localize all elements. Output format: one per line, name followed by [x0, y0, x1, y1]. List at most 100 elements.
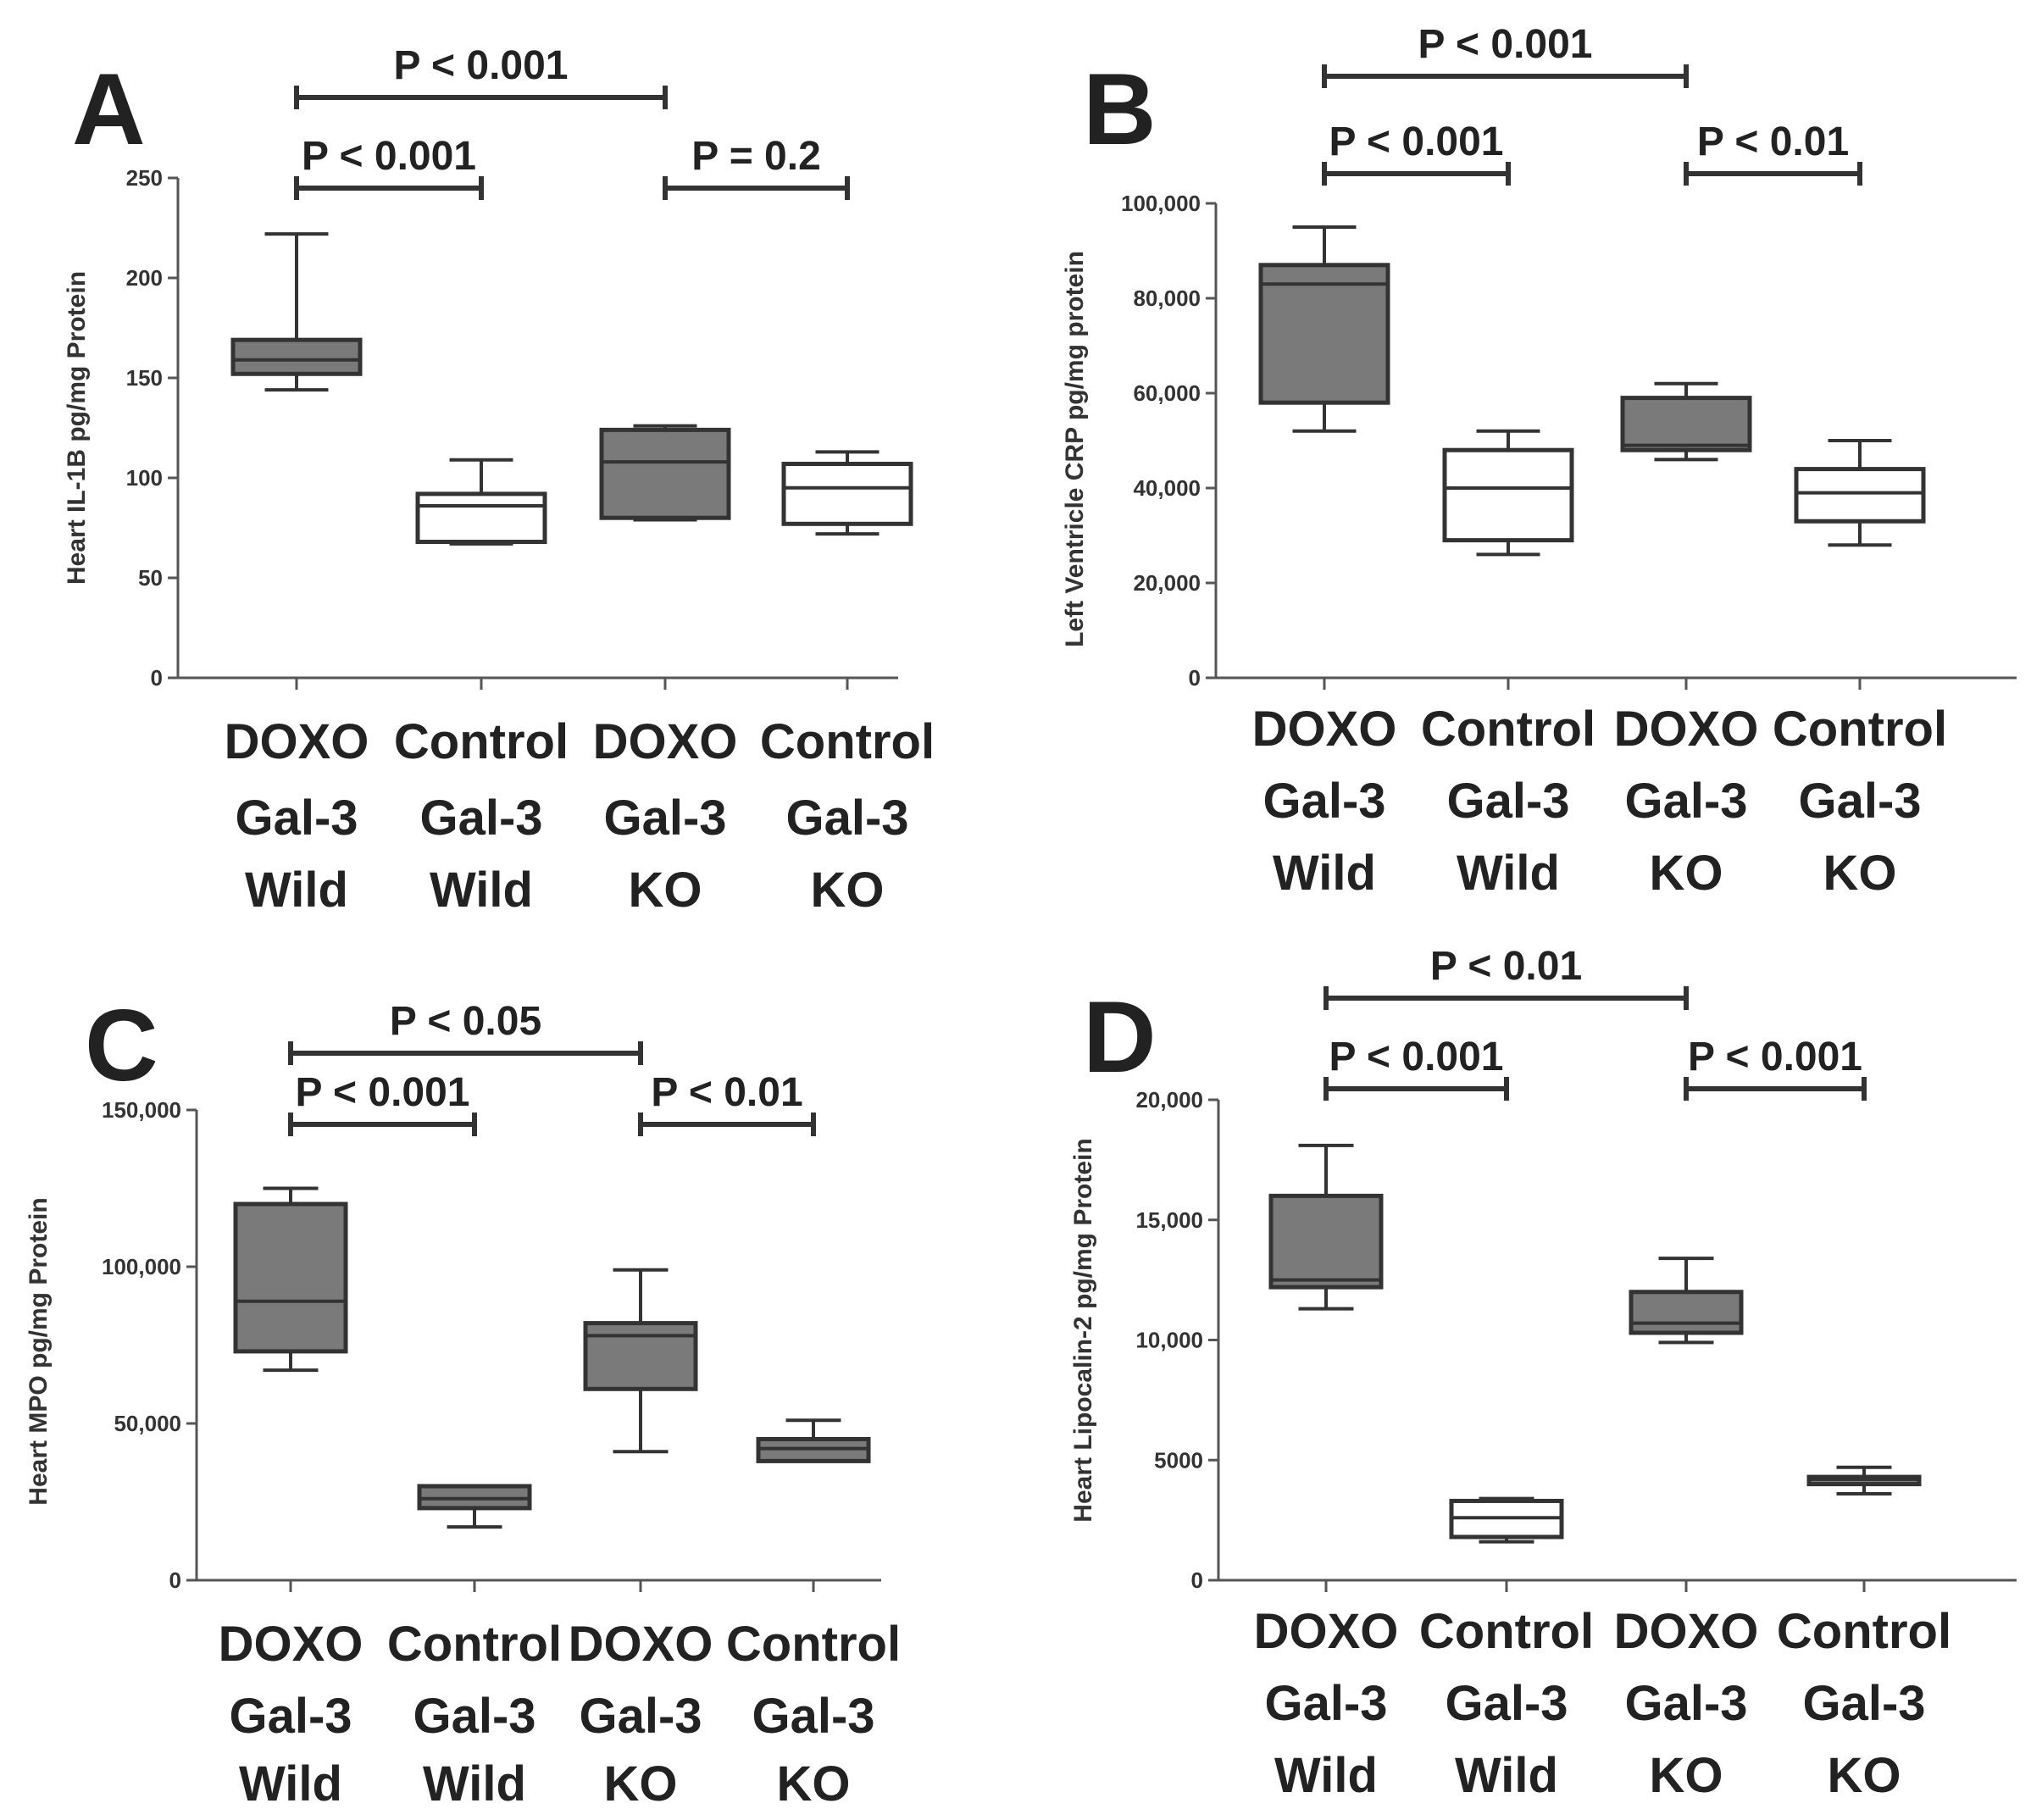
category-label-line: Gal-3	[579, 1689, 702, 1744]
category-label-line: KO	[604, 1756, 678, 1812]
category-label-line: Wild	[423, 1756, 526, 1812]
category-label-line: Control	[760, 714, 935, 769]
box-plot-4	[1794, 439, 1926, 547]
box-plot-3	[1629, 1257, 1744, 1345]
y-tick-label: 50	[138, 565, 163, 591]
p-value-label: P < 0.05	[390, 999, 541, 1044]
iqr-box	[233, 1201, 348, 1354]
category-label-line: Control	[1419, 1604, 1594, 1659]
panel-c: C Heart MPO pg/mg Protein 0 50,000 100,000 15…	[25, 989, 901, 1812]
p-value-label: P < 0.001	[296, 1070, 470, 1115]
iqr-box	[1268, 1193, 1384, 1290]
category-label-line: KO	[1650, 1748, 1723, 1803]
p-value-label: P = 0.2	[691, 134, 821, 179]
box-plot-1	[230, 232, 363, 392]
category-label-line: Control	[1773, 702, 1947, 757]
y-tick-label: 10,000	[1135, 1328, 1203, 1353]
y-tick-label: 5000	[1154, 1447, 1203, 1473]
p-value-label: P < 0.001	[1329, 119, 1504, 164]
significance-bracket: P < 0.001	[1322, 22, 1689, 88]
y-tick-label: 20,000	[1135, 1087, 1203, 1113]
category-label-line: KO	[1828, 1748, 1901, 1803]
category-label-line: KO	[1823, 846, 1897, 901]
box-plot-4	[781, 450, 913, 536]
box-plot-4	[756, 1418, 871, 1463]
category-label-line: DOXO	[219, 1617, 363, 1672]
category-label-line: Wild	[1274, 1748, 1378, 1803]
category-label-line: Wild	[1455, 1748, 1558, 1803]
iqr-box	[781, 461, 913, 526]
box-plot-4	[1806, 1465, 1922, 1495]
box-plot-3	[1620, 381, 1752, 462]
category-label-line: Control	[394, 714, 569, 769]
iqr-box	[1629, 1290, 1744, 1335]
iqr-box	[1258, 263, 1390, 405]
category-label-line: Gal-3	[1262, 774, 1385, 829]
category-label-line: Gal-3	[1446, 774, 1569, 829]
category-label-line: DOXO	[1252, 702, 1397, 757]
significance-bracket: P < 0.001	[294, 134, 484, 200]
category-label-line: Control	[1777, 1604, 1951, 1659]
y-tick-label: 50,000	[114, 1411, 181, 1436]
box-plot-1	[233, 1186, 348, 1373]
p-value-label: P < 0.001	[1329, 1035, 1504, 1079]
category-label-line: Gal-3	[785, 791, 908, 846]
p-value-label: P < 0.01	[1697, 119, 1849, 164]
y-tick-label: 250	[126, 165, 163, 191]
box-plot-2	[1442, 429, 1574, 557]
p-value-label: P < 0.001	[1688, 1035, 1862, 1079]
category-label-line: DOXO	[1614, 702, 1759, 757]
significance-bracket: P < 0.01	[1323, 944, 1689, 1010]
category-label-line: DOXO	[225, 714, 369, 769]
y-tick-label: 0	[1189, 665, 1201, 691]
y-tick-label: 0	[1191, 1568, 1203, 1593]
box-plot-3	[599, 424, 731, 522]
y-tick-label: 40,000	[1133, 475, 1201, 501]
significance-bracket: P < 0.001	[294, 43, 668, 109]
category-label-line: Control	[1421, 702, 1595, 757]
panel-letter: A	[72, 53, 146, 166]
iqr-box	[1794, 467, 1926, 524]
y-tick-label: 60,000	[1133, 380, 1201, 406]
panel-b: B Left Ventricle CRP pg/mg protein 0 20,000…	[1061, 22, 2017, 901]
category-label-line: Gal-3	[229, 1689, 352, 1744]
category-label-line: Gal-3	[1798, 774, 1921, 829]
category-label-line: KO	[811, 863, 885, 918]
y-axis-label: Heart MPO pg/mg Protein	[25, 1197, 53, 1505]
category-label-line: DOXO	[593, 714, 738, 769]
significance-bracket: P = 0.2	[663, 134, 850, 200]
iqr-box	[1620, 396, 1752, 452]
category-label-line: KO	[629, 863, 702, 918]
box-plot-3	[583, 1268, 698, 1454]
category-label-line: DOXO	[1614, 1604, 1759, 1659]
category-label-line: Gal-3	[1264, 1676, 1387, 1731]
significance-bracket: P < 0.001	[1322, 119, 1511, 186]
category-label-line: Control	[726, 1617, 901, 1672]
category-label-line: Wild	[239, 1756, 342, 1812]
significance-bracket: P < 0.001	[1684, 1035, 1867, 1101]
y-tick-label: 0	[151, 665, 163, 691]
iqr-box	[230, 337, 363, 376]
y-tick-label: 100	[126, 465, 163, 491]
y-tick-label: 20,000	[1133, 570, 1201, 596]
category-label-line: Gal-3	[603, 791, 726, 846]
p-value-label: P < 0.01	[1430, 944, 1582, 989]
panel-d: D Heart Lipocalin-2 pg/mg Protein 0 5000 10,…	[1069, 944, 2017, 1803]
y-tick-label: 150	[126, 365, 163, 391]
box-plot-2	[417, 1484, 532, 1529]
y-tick-label: 200	[126, 265, 163, 291]
iqr-box	[583, 1321, 698, 1391]
category-label-line: Gal-3	[1624, 774, 1747, 829]
category-label-line: KO	[777, 1756, 851, 1812]
category-label-line: Wild	[245, 863, 348, 918]
category-label-line: Gal-3	[1624, 1676, 1747, 1731]
iqr-box	[1442, 447, 1574, 543]
box-plot-2	[1449, 1496, 1564, 1544]
significance-bracket: P < 0.01	[638, 1070, 816, 1136]
box-plot-1	[1258, 225, 1390, 433]
iqr-box	[599, 427, 731, 520]
category-label-line: Gal-3	[413, 1689, 535, 1744]
category-label-line: Wild	[1457, 846, 1560, 901]
p-value-label: P < 0.001	[1418, 22, 1593, 67]
